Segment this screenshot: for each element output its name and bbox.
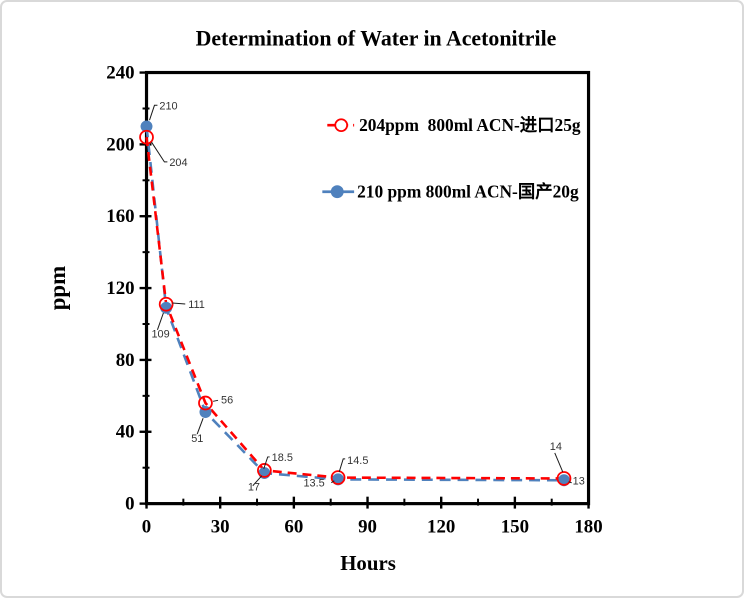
data-point-label: 210: [159, 100, 177, 112]
x-tick-label: 150: [501, 516, 529, 537]
chart-title: Determination of Water in Acetonitrile: [196, 27, 557, 51]
data-point-marker-open: [330, 470, 346, 485]
series-line-red: [145, 137, 564, 480]
data-point-annotations: 210 109 51 17 13.5 13 204 111 56 18.5 14.5 14: [149, 100, 585, 494]
leader-line: [568, 481, 572, 484]
leader-line: [149, 104, 158, 121]
data-point-label: 204: [169, 157, 187, 169]
series-lines: [145, 126, 564, 482]
y-axis-title: ppm: [45, 266, 70, 310]
leader-line: [151, 141, 168, 163]
leader-line: [263, 456, 270, 470]
legend-blue-filled-circle-icon: [330, 185, 344, 199]
legend-entry-204ppm: 204ppm 800ml ACN-进口25g: [359, 116, 581, 135]
leader-line: [330, 480, 335, 484]
plot-area-border: [144, 70, 591, 506]
y-tick-label: 160: [106, 206, 134, 227]
legend-entry-210ppm: 210 ppm 800ml ACN-国产20g: [357, 182, 579, 202]
data-point-marker-open: [139, 129, 154, 145]
y-tick-label: 120: [106, 278, 134, 299]
x-tick-label: 30: [211, 516, 230, 537]
leader-line: [172, 302, 186, 305]
data-point-marker-open: [556, 471, 572, 486]
y-tick-label: 40: [116, 422, 135, 443]
data-point-label: 111: [188, 299, 205, 311]
y-tick-label: 240: [106, 62, 134, 83]
data-point-marker-filled: [160, 301, 173, 314]
leader-line: [156, 312, 164, 330]
x-tick-label: 90: [358, 516, 377, 537]
legend-marker-red-open-circle-icon: [327, 118, 355, 133]
leader-line: [212, 399, 219, 402]
x-tick-label: 120: [427, 516, 455, 537]
legend: 204ppm 800ml ACN-进口25g 210 ppm 800ml ACN…: [322, 116, 581, 202]
x-tick-label: 0: [142, 516, 151, 537]
data-point-marker-filled: [140, 120, 153, 133]
data-point-label: 18.5: [272, 452, 293, 464]
legend-red-open-circle-icon: [334, 118, 349, 133]
data-point-label: 14.5: [347, 455, 368, 467]
data-point-label: 56: [221, 394, 233, 406]
x-axis-title: Hours: [340, 551, 396, 575]
y-tick-label: 0: [125, 494, 134, 515]
leader-line: [554, 452, 564, 473]
data-point-label: 17: [248, 482, 260, 494]
x-tick-label: 60: [284, 516, 303, 537]
series-line-blue: [145, 126, 564, 482]
data-point-label: 14: [550, 441, 562, 453]
data-point-label: 13.5: [303, 478, 324, 490]
y-tick-label: 200: [106, 134, 134, 155]
data-point-marker-open: [158, 296, 174, 312]
data-point-label: 51: [191, 433, 203, 445]
data-point-marker-open: [257, 463, 272, 478]
leader-line: [252, 475, 263, 487]
data-point-label: 13: [573, 476, 585, 488]
data-point-marker-open: [198, 395, 213, 411]
data-point-label: 109: [151, 329, 169, 341]
axis-ticks: [139, 71, 590, 509]
axis-tick-labels: 0 30 60 90 120 150 180 0 40 80 120 160 200 240: [106, 62, 602, 537]
y-tick-label: 80: [116, 350, 135, 371]
leader-line: [338, 458, 346, 472]
x-tick-label: 180: [574, 516, 602, 537]
legend-marker-blue-filled-circle-icon: [322, 185, 355, 199]
leader-line: [196, 418, 204, 435]
